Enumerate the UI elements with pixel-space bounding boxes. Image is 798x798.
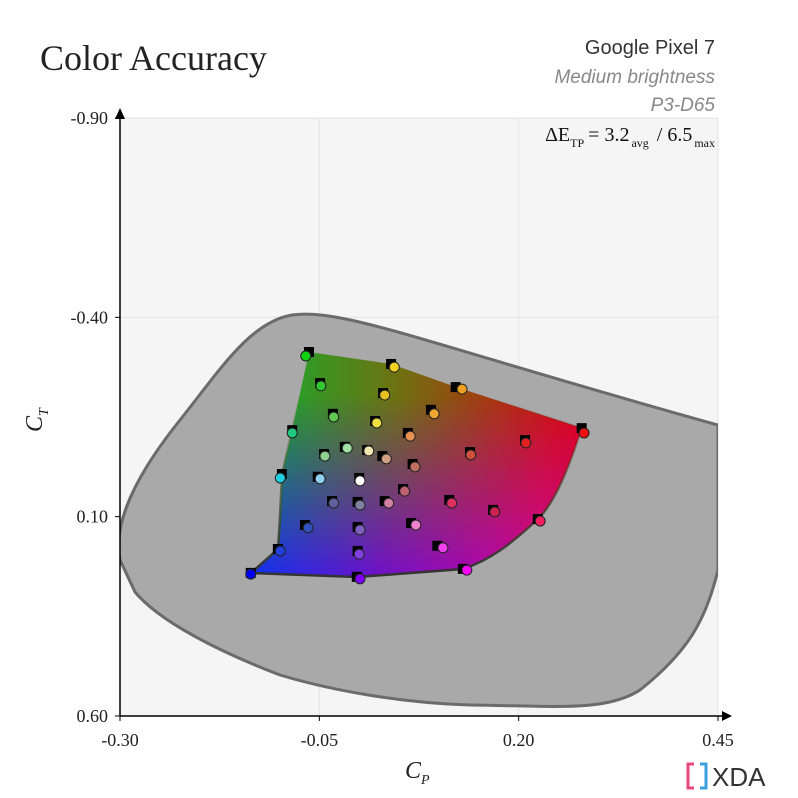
delta-e-label: ΔE [545, 124, 570, 146]
measured-point [371, 417, 383, 429]
target-point [450, 382, 461, 393]
measured-point [341, 442, 353, 454]
measured-point [520, 437, 532, 449]
measured-point [363, 445, 375, 457]
measured-point [446, 497, 458, 509]
measured-point [456, 383, 468, 395]
measured-point [354, 499, 366, 511]
measured-point [315, 380, 327, 392]
delta-e-eq: = [588, 124, 599, 146]
measured-point [286, 427, 298, 439]
measured-point [354, 475, 366, 487]
x-axis-arrow [722, 711, 732, 721]
logo: XDA [686, 762, 766, 792]
y-tick-label: -0.40 [71, 307, 109, 327]
y-tick-label: 0.10 [77, 507, 109, 527]
measured-point [379, 389, 391, 401]
x-axis-label: CP [405, 758, 430, 788]
measured-point [328, 411, 340, 423]
measured-point [465, 449, 477, 461]
measured-point [388, 361, 400, 373]
measured-point [319, 450, 331, 462]
measured-point [274, 472, 286, 484]
measured-point [245, 568, 257, 580]
x-label-sub: P [420, 773, 430, 788]
measured-point [409, 461, 421, 473]
subtitle: P3-D65 [651, 95, 716, 116]
delta-e-max-label: max [694, 136, 715, 150]
measured-point [410, 519, 422, 531]
logo-text: XDA [712, 762, 766, 792]
subtitle: Google Pixel 7 [585, 37, 715, 59]
measured-point [302, 522, 314, 534]
x-label-main: C [405, 758, 422, 784]
measured-point [461, 564, 473, 576]
measured-point [489, 506, 501, 518]
measured-point [437, 542, 449, 554]
measured-point [383, 497, 395, 509]
measured-point [404, 430, 416, 442]
measured-point [354, 573, 366, 585]
measured-point [534, 515, 546, 527]
measured-point [578, 427, 590, 439]
x-tick-label: 0.20 [503, 730, 535, 750]
y-label-main: C [22, 415, 48, 432]
y-label-sub: T [37, 407, 52, 416]
measured-point [428, 408, 440, 420]
measured-point [354, 524, 366, 536]
x-tick-label: -0.30 [101, 730, 139, 750]
delta-e-avg-label: avg [631, 136, 648, 150]
delta-e-sep: / [657, 124, 663, 146]
measured-point [353, 548, 365, 560]
y-axis-arrow [115, 108, 125, 119]
subtitle: Medium brightness [554, 67, 715, 88]
delta-e-max: 6.5 [667, 124, 692, 146]
measured-point [300, 350, 312, 362]
y-tick-label: -0.90 [71, 108, 109, 128]
delta-e-avg: 3.2 [604, 124, 629, 146]
y-axis-label: CT [22, 407, 52, 432]
x-tick-label: 0.45 [702, 730, 734, 750]
y-tick-label: 0.60 [77, 706, 109, 726]
delta-e-annotation: ΔETP = 3.2 avg /6.5 max [545, 124, 715, 150]
measured-point [314, 473, 326, 485]
delta-e-sub: TP [570, 136, 584, 150]
measured-point [399, 485, 411, 497]
chart-title: Color Accuracy [40, 38, 267, 78]
measured-point [328, 497, 340, 509]
measured-point [380, 453, 392, 465]
target-point [432, 540, 443, 551]
measured-point [274, 545, 286, 557]
x-tick-label: -0.05 [301, 730, 339, 750]
